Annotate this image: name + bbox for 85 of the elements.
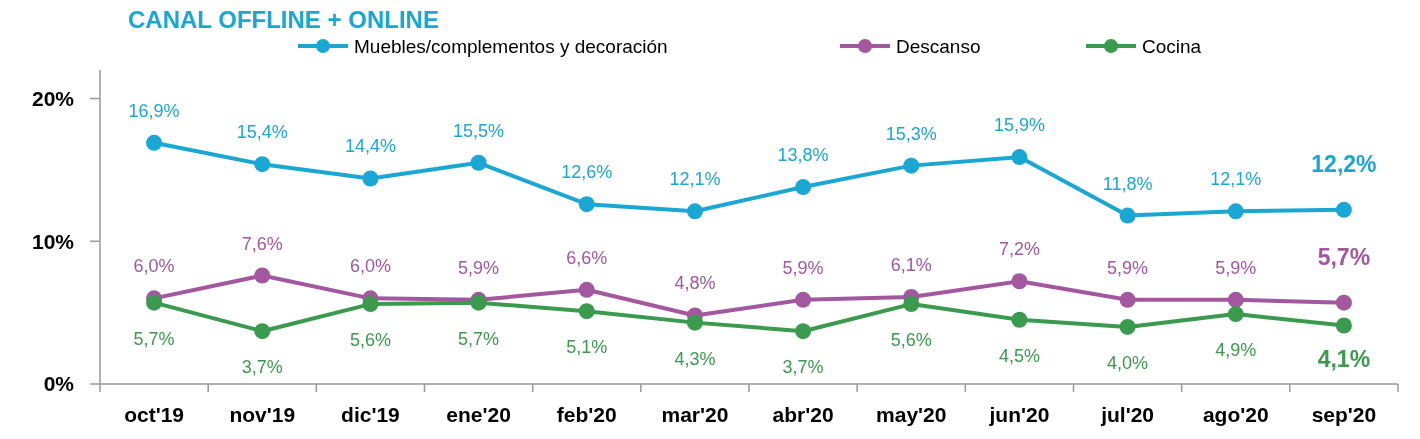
data-label: 5,6% bbox=[890, 330, 932, 351]
data-label: 15,9% bbox=[993, 115, 1045, 136]
point bbox=[1119, 291, 1136, 308]
data-label: 5,7% bbox=[133, 328, 175, 349]
data-label: 7,2% bbox=[998, 239, 1040, 260]
data-label: 6,0% bbox=[349, 256, 391, 277]
data-label: 3,7% bbox=[241, 357, 283, 378]
data-label: 16,9% bbox=[128, 100, 180, 121]
point bbox=[686, 203, 703, 220]
data-label: 5,1% bbox=[566, 337, 608, 358]
x-tick-label: nov'19 bbox=[229, 403, 296, 426]
x-tick-label: dic'19 bbox=[341, 403, 400, 426]
x-tick-label: may'20 bbox=[876, 403, 947, 426]
data-label: 3,7% bbox=[782, 357, 824, 378]
point bbox=[1335, 294, 1352, 311]
point bbox=[795, 179, 812, 196]
point bbox=[254, 156, 271, 173]
data-label: 15,4% bbox=[236, 122, 288, 143]
data-label: 5,9% bbox=[458, 257, 500, 278]
point bbox=[686, 314, 703, 331]
data-label: 13,8% bbox=[777, 145, 829, 166]
data-label: 4,8% bbox=[674, 273, 716, 294]
legend-label: Descanso bbox=[896, 35, 981, 57]
point bbox=[1011, 273, 1028, 290]
point bbox=[470, 154, 487, 171]
data-label: 15,5% bbox=[453, 120, 505, 141]
x-tick-label: jun'20 bbox=[988, 403, 1050, 426]
x-tick-label: mar'20 bbox=[661, 403, 729, 426]
data-label: 6,0% bbox=[133, 256, 175, 277]
point bbox=[1227, 203, 1244, 220]
data-label: 6,6% bbox=[566, 247, 608, 268]
data-label: 4,1% bbox=[1317, 346, 1371, 373]
data-label: 12,1% bbox=[1210, 169, 1262, 190]
data-label: 4,3% bbox=[674, 348, 716, 369]
point bbox=[903, 296, 920, 313]
y-tick-label: 10% bbox=[31, 229, 75, 253]
point bbox=[1227, 291, 1244, 308]
data-label: 5,7% bbox=[458, 328, 500, 349]
point bbox=[1119, 318, 1136, 335]
point bbox=[578, 281, 595, 298]
legend-label: Muebles/complementos y decoración bbox=[354, 35, 668, 57]
data-label: 12,6% bbox=[561, 162, 613, 183]
legend-label: Cocina bbox=[1142, 35, 1202, 57]
data-label: 5,9% bbox=[1107, 257, 1149, 278]
point bbox=[362, 296, 379, 313]
point bbox=[1011, 149, 1028, 166]
data-label: 5,7% bbox=[1317, 243, 1371, 270]
point bbox=[362, 170, 379, 187]
point bbox=[254, 267, 271, 284]
data-label: 4,9% bbox=[1215, 340, 1257, 361]
point bbox=[1335, 317, 1352, 334]
point bbox=[795, 291, 812, 308]
x-tick-label: feb'20 bbox=[556, 403, 617, 426]
point bbox=[146, 294, 163, 311]
x-tick-label: sep'20 bbox=[1311, 403, 1377, 426]
point bbox=[1335, 201, 1352, 218]
data-label: 7,6% bbox=[241, 233, 283, 254]
point bbox=[795, 323, 812, 340]
point bbox=[578, 196, 595, 213]
x-tick-label: ago'20 bbox=[1202, 403, 1269, 426]
data-label: 4,5% bbox=[998, 345, 1040, 366]
x-tick-label: ene'20 bbox=[446, 403, 511, 426]
point bbox=[1119, 207, 1136, 224]
data-label: 12,2% bbox=[1311, 150, 1377, 177]
data-label: 12,1% bbox=[669, 169, 721, 190]
point bbox=[254, 323, 271, 340]
point bbox=[146, 134, 163, 151]
point bbox=[578, 303, 595, 320]
chart-title: CANAL OFFLINE + ONLINE bbox=[128, 6, 439, 33]
data-label: 5,9% bbox=[1215, 257, 1257, 278]
data-label: 15,3% bbox=[885, 123, 937, 144]
data-label: 6,1% bbox=[890, 254, 932, 275]
data-label: 4,0% bbox=[1107, 352, 1149, 373]
data-label: 11,8% bbox=[1102, 173, 1153, 194]
point bbox=[1227, 306, 1244, 323]
point bbox=[1011, 311, 1028, 328]
x-tick-label: oct'19 bbox=[124, 403, 185, 426]
point bbox=[903, 157, 920, 174]
data-label: 5,9% bbox=[782, 257, 824, 278]
x-tick-label: abr'20 bbox=[772, 403, 834, 426]
y-tick-label: 0% bbox=[43, 372, 75, 396]
x-tick-label: jul'20 bbox=[1100, 403, 1155, 426]
data-label: 5,6% bbox=[349, 330, 391, 351]
y-tick-label: 20% bbox=[31, 86, 75, 110]
data-label: 14,4% bbox=[344, 136, 396, 157]
